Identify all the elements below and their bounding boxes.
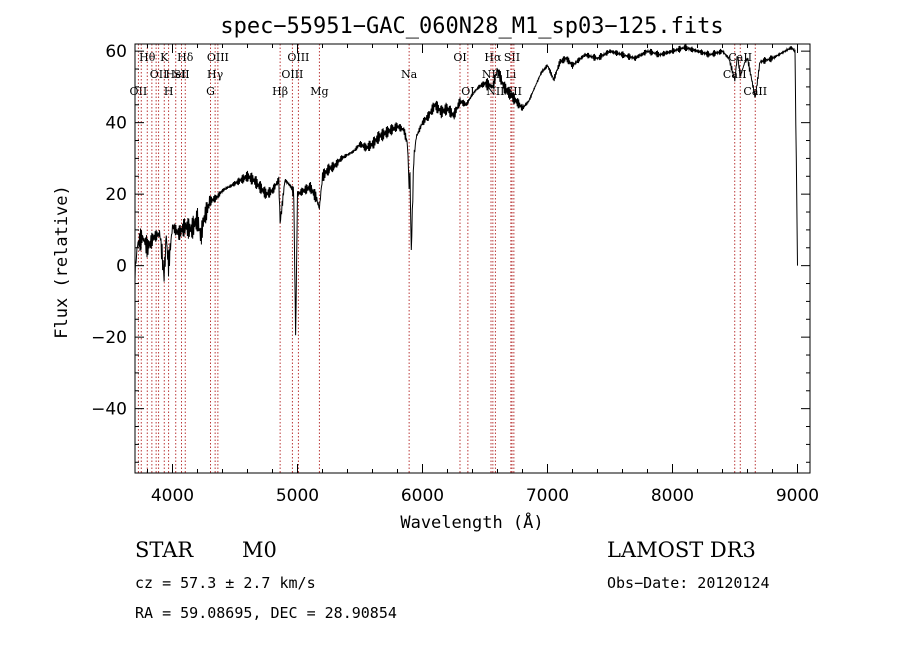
y-tick-label: −40 [91, 400, 127, 420]
line-label: Li [505, 68, 516, 81]
line-label: OII [130, 85, 148, 98]
axes: 4000 5000 6000 7000 8000 9000 60 40 20 0 −20 −40 [91, 42, 819, 506]
x-tick-label: 5000 [276, 486, 319, 506]
x-tick-label: 7000 [526, 486, 569, 506]
ra-dec: RA = 59.08695, DEC = 28.90854 [135, 604, 397, 622]
x-tick-label: 8000 [651, 486, 694, 506]
redshift-cz: cz = 57.3 ± 2.7 km/s [135, 574, 316, 592]
line-label: OIII [281, 68, 303, 81]
x-tick-label: 4000 [151, 486, 194, 506]
line-label: NII [486, 85, 504, 98]
line-label: HeI [166, 68, 186, 81]
x-axis-label: Wavelength (Å) [400, 511, 543, 533]
line-label: Hγ [207, 68, 224, 81]
line-label: OII [150, 68, 168, 81]
spectral-line-markers: OIIHθOIIKHHeISIIHδGHγOIIIHβOIIIOIIIMgNaO… [130, 44, 767, 473]
object-subclass: M0 [242, 538, 277, 562]
y-tick-label: 60 [105, 42, 127, 62]
line-label: OI [453, 51, 466, 64]
line-label: SII [504, 51, 520, 64]
plot-frame [134, 43, 811, 474]
observation-date: Obs−Date: 20120124 [607, 574, 770, 592]
line-label: CaII [723, 68, 747, 81]
y-axis-label: Flux (relative) [52, 185, 72, 339]
line-label: CaII [743, 85, 767, 98]
line-label: SII [173, 68, 189, 81]
line-label: OIII [287, 51, 309, 64]
line-label: OI [461, 85, 474, 98]
y-tick-label: 40 [105, 114, 127, 134]
line-label: Hα [484, 51, 502, 64]
survey-name: LAMOST DR3 [607, 538, 756, 562]
x-tick-label: 6000 [401, 486, 444, 506]
line-label: H [164, 85, 174, 98]
spectrum-line [134, 44, 798, 336]
y-tick-label: −20 [91, 328, 127, 348]
chart-title: spec−55951−GAC_060N28_M1_sp03−125.fits [220, 14, 723, 39]
object-class: STAR [135, 538, 194, 562]
line-label: Na [401, 68, 418, 81]
line-label: G [206, 85, 215, 98]
line-label: Hβ [272, 85, 288, 98]
line-label: Mg [310, 85, 328, 98]
line-label: Hθ [139, 51, 156, 64]
line-label: OIII [207, 51, 229, 64]
spectrum-series [134, 44, 798, 336]
line-label: K [160, 51, 169, 64]
line-label: Hδ [177, 51, 194, 64]
y-tick-label: 0 [116, 257, 127, 277]
y-tick-label: 20 [105, 185, 127, 205]
x-tick-label: 9000 [776, 486, 819, 506]
